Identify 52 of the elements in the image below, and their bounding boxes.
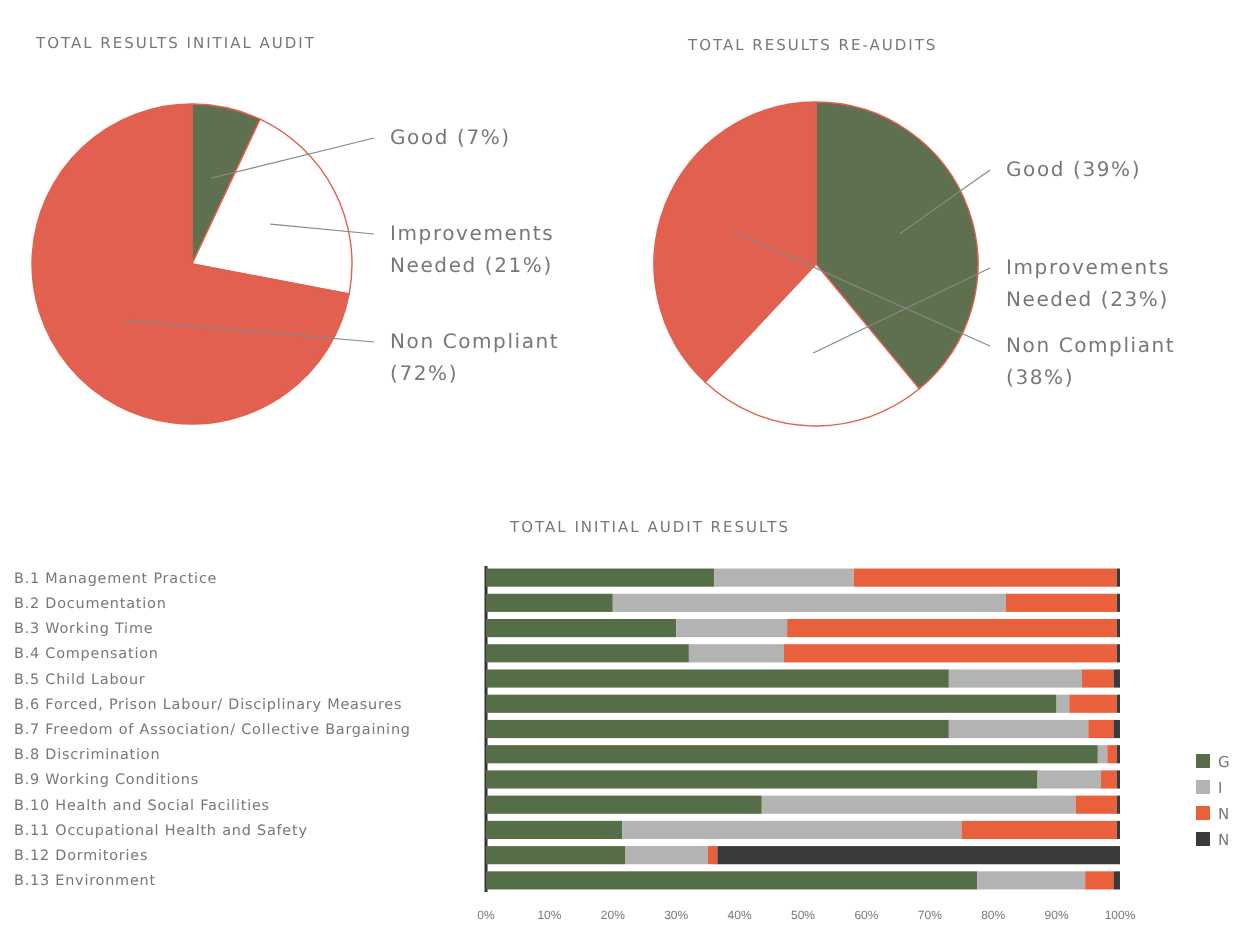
bar bbox=[1088, 719, 1114, 739]
bar bbox=[486, 694, 1057, 713]
slice-label: Improvements Needed (21%) bbox=[390, 224, 555, 278]
bar bbox=[486, 719, 949, 739]
bar bbox=[1069, 694, 1117, 713]
bar bbox=[1097, 745, 1108, 764]
bar bbox=[714, 568, 854, 587]
bar bbox=[853, 568, 1117, 587]
bar bbox=[1085, 871, 1114, 890]
bar bbox=[486, 745, 1098, 764]
data-label: (38%) bbox=[1006, 368, 1075, 390]
bar bbox=[1056, 694, 1070, 713]
bar bbox=[486, 770, 1038, 789]
bar bbox=[486, 871, 978, 890]
slice-label: Good (39%) bbox=[1006, 160, 1142, 182]
bar bbox=[783, 644, 1117, 663]
bar bbox=[612, 593, 1006, 612]
bar bbox=[948, 669, 1082, 688]
bar bbox=[961, 820, 1117, 840]
bar bbox=[977, 871, 1086, 890]
bar bbox=[676, 618, 788, 638]
bar bbox=[486, 644, 689, 663]
slice-label: Non Compliant bbox=[390, 332, 560, 354]
bar bbox=[1107, 745, 1117, 764]
bar bbox=[1037, 770, 1101, 789]
bar bbox=[1100, 770, 1117, 789]
bar bbox=[486, 795, 762, 814]
bar bbox=[688, 644, 784, 663]
slice-label: Good (7%) bbox=[390, 128, 511, 150]
bar bbox=[707, 846, 718, 865]
bar bbox=[486, 669, 949, 688]
bar bbox=[486, 820, 623, 840]
bar bbox=[1113, 719, 1120, 739]
bar bbox=[486, 593, 613, 612]
bar bbox=[761, 795, 1076, 814]
bar bbox=[717, 846, 1120, 865]
bar bbox=[787, 618, 1117, 638]
bar bbox=[1081, 669, 1114, 688]
bar bbox=[1075, 795, 1117, 814]
bar bbox=[1113, 871, 1120, 890]
bar bbox=[1113, 669, 1120, 688]
slice-label: Non Compliant bbox=[1006, 336, 1176, 358]
bar bbox=[622, 820, 962, 840]
slice-label: Improvements Needed (23%) bbox=[1006, 258, 1171, 312]
pie-slice bbox=[31, 103, 350, 425]
bar bbox=[1005, 593, 1117, 612]
data-label: (72%) bbox=[390, 364, 459, 386]
bar bbox=[486, 618, 677, 638]
bar bbox=[486, 568, 715, 587]
bar bbox=[625, 846, 708, 865]
bar bbox=[948, 719, 1089, 739]
bar bbox=[486, 846, 626, 865]
